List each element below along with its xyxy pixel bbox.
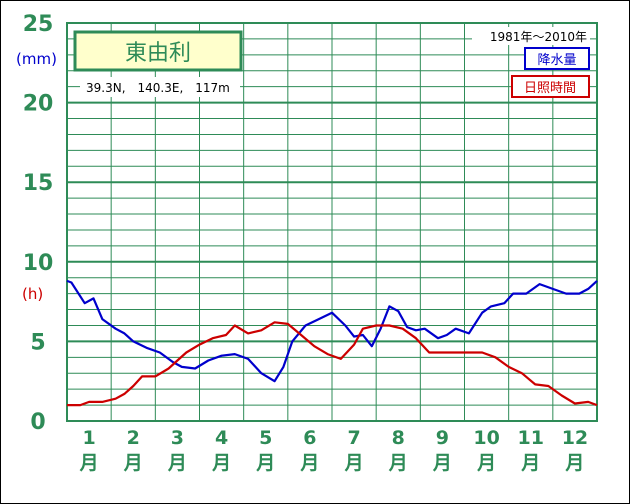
precip-unit-label: (mm) bbox=[16, 50, 57, 68]
month-unit-label: 月 bbox=[520, 452, 540, 474]
y-tick-label: 25 bbox=[23, 12, 54, 37]
series-layer bbox=[66, 279, 598, 407]
station-name: 東由利 bbox=[125, 41, 191, 66]
month-number-label: 2 bbox=[127, 427, 140, 449]
month-unit-label: 月 bbox=[123, 452, 143, 474]
month-unit-label: 月 bbox=[299, 452, 319, 474]
y-tick-labels: 0 5 10 15 20 25 bbox=[23, 12, 54, 435]
y-tick-label: 20 bbox=[23, 92, 54, 117]
month-unit-label: 月 bbox=[211, 452, 231, 474]
month-number-label: 7 bbox=[347, 427, 360, 449]
y-tick-label: 0 bbox=[30, 410, 45, 435]
month-number-label: 5 bbox=[259, 427, 272, 449]
month-number-label: 10 bbox=[473, 427, 499, 449]
month-number-label: 3 bbox=[171, 427, 184, 449]
month-number-label: 8 bbox=[392, 427, 405, 449]
month-unit-label: 月 bbox=[476, 452, 496, 474]
period-text: 1981年～2010年 bbox=[490, 30, 587, 44]
legend-sunshine-box bbox=[511, 75, 590, 98]
month-number-label: 11 bbox=[518, 427, 544, 449]
month-unit-label: 月 bbox=[79, 452, 99, 474]
sunshine-series-line bbox=[67, 321, 598, 407]
legend-precip-box bbox=[524, 47, 590, 70]
period-bg bbox=[472, 27, 590, 45]
month-unit-label: 月 bbox=[388, 452, 408, 474]
location-bg bbox=[80, 77, 240, 97]
month-number-label: 9 bbox=[436, 427, 449, 449]
month-number-label: 12 bbox=[562, 427, 588, 449]
station-name-box bbox=[73, 30, 243, 72]
location-text: 39.3N, 140.3E, 117m bbox=[86, 81, 230, 95]
month-number-label: 6 bbox=[303, 427, 316, 449]
month-unit-label: 月 bbox=[344, 452, 364, 474]
legend-precip-label: 降水量 bbox=[537, 53, 576, 68]
month-number-label: 1 bbox=[82, 427, 95, 449]
month-unit-label: 月 bbox=[432, 452, 452, 474]
sunshine-unit-label: (h) bbox=[22, 285, 43, 303]
month-number-label: 4 bbox=[215, 427, 228, 449]
month-unit-label: 月 bbox=[255, 452, 275, 474]
y-tick-label: 5 bbox=[30, 330, 45, 355]
y-tick-label: 10 bbox=[23, 251, 54, 276]
legend-sunshine-label: 日照時間 bbox=[524, 81, 576, 96]
month-unit-label: 月 bbox=[564, 452, 584, 474]
month-labels: 1 月 2 月 3 月 4 月 5 月 6 月 7 月 8 月 9 月 10 月 11 月 12 月 bbox=[79, 427, 589, 474]
month-unit-label: 月 bbox=[167, 452, 187, 474]
y-tick-label: 15 bbox=[23, 171, 54, 196]
precip-series-line bbox=[66, 279, 598, 383]
